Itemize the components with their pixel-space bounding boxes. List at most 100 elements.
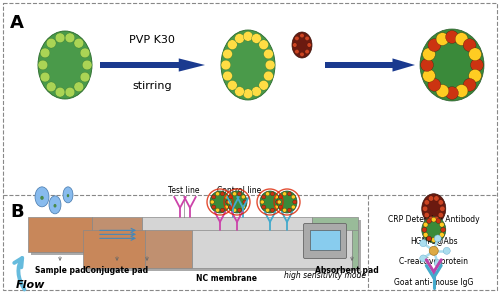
Ellipse shape [270, 192, 274, 196]
Ellipse shape [260, 191, 280, 213]
Ellipse shape [434, 216, 439, 222]
Ellipse shape [55, 33, 65, 43]
Ellipse shape [224, 205, 228, 209]
Text: B: B [10, 203, 24, 221]
Ellipse shape [212, 195, 216, 199]
Ellipse shape [438, 200, 444, 205]
FancyArrow shape [325, 58, 415, 71]
Ellipse shape [292, 205, 296, 209]
Ellipse shape [420, 29, 484, 101]
Ellipse shape [242, 205, 246, 209]
Ellipse shape [432, 217, 436, 222]
Ellipse shape [82, 60, 92, 70]
Ellipse shape [434, 196, 439, 201]
Ellipse shape [438, 212, 444, 218]
Ellipse shape [232, 208, 236, 212]
Text: NC membrane: NC membrane [196, 274, 258, 283]
Bar [28, 217, 92, 252]
Ellipse shape [238, 192, 242, 196]
Ellipse shape [276, 200, 280, 204]
Ellipse shape [238, 208, 242, 212]
Ellipse shape [35, 187, 49, 207]
Ellipse shape [65, 33, 75, 43]
Ellipse shape [292, 43, 297, 47]
Bar [145, 230, 192, 268]
Ellipse shape [422, 48, 436, 61]
Ellipse shape [274, 195, 278, 199]
Ellipse shape [434, 235, 442, 242]
Ellipse shape [446, 30, 458, 43]
Ellipse shape [422, 217, 446, 243]
Ellipse shape [264, 49, 274, 59]
Ellipse shape [63, 187, 73, 203]
Ellipse shape [424, 212, 430, 218]
Ellipse shape [270, 208, 274, 212]
Ellipse shape [228, 205, 232, 209]
Ellipse shape [277, 191, 297, 213]
Ellipse shape [463, 79, 476, 91]
Text: CRP Detection Antibody: CRP Detection Antibody [388, 215, 480, 224]
Ellipse shape [288, 192, 292, 196]
Ellipse shape [305, 50, 310, 54]
Ellipse shape [46, 82, 56, 92]
Ellipse shape [67, 194, 69, 197]
Ellipse shape [278, 205, 282, 209]
Text: Control line: Control line [217, 186, 261, 195]
Ellipse shape [274, 205, 278, 209]
Ellipse shape [228, 195, 232, 199]
Ellipse shape [428, 39, 441, 52]
Ellipse shape [228, 40, 237, 50]
FancyBboxPatch shape [304, 224, 346, 258]
Bar [92, 217, 142, 252]
Ellipse shape [470, 59, 484, 71]
Ellipse shape [222, 49, 232, 59]
Ellipse shape [293, 200, 297, 204]
Bar [192, 230, 352, 268]
Bar [312, 217, 358, 252]
Ellipse shape [436, 219, 441, 223]
Ellipse shape [46, 38, 56, 48]
Bar [83, 230, 145, 268]
Ellipse shape [266, 60, 275, 70]
Ellipse shape [266, 192, 270, 196]
Ellipse shape [224, 195, 228, 199]
Ellipse shape [424, 200, 430, 205]
Ellipse shape [210, 191, 230, 213]
Ellipse shape [420, 240, 426, 247]
Ellipse shape [455, 33, 468, 45]
FancyArrowPatch shape [14, 258, 24, 289]
Ellipse shape [440, 227, 446, 232]
Ellipse shape [444, 247, 450, 254]
Bar [31, 220, 361, 255]
Text: C-reactive protein: C-reactive protein [399, 257, 468, 266]
Bar [86, 233, 361, 271]
Ellipse shape [278, 195, 282, 199]
Ellipse shape [292, 32, 312, 58]
Ellipse shape [426, 236, 432, 241]
Ellipse shape [440, 232, 444, 237]
Ellipse shape [422, 227, 427, 232]
Text: Flow: Flow [16, 280, 46, 290]
Ellipse shape [252, 87, 262, 96]
Ellipse shape [221, 30, 275, 100]
Ellipse shape [40, 48, 50, 58]
Ellipse shape [434, 260, 442, 267]
Bar [352, 230, 358, 268]
Text: PVP K30: PVP K30 [129, 35, 175, 45]
Ellipse shape [422, 69, 436, 82]
Ellipse shape [455, 85, 468, 97]
Ellipse shape [74, 38, 84, 48]
Ellipse shape [294, 50, 299, 54]
Ellipse shape [423, 232, 428, 237]
Ellipse shape [463, 39, 476, 52]
Ellipse shape [288, 208, 292, 212]
Ellipse shape [282, 208, 286, 212]
Ellipse shape [80, 48, 90, 58]
Ellipse shape [307, 43, 312, 47]
Ellipse shape [468, 48, 481, 61]
Ellipse shape [266, 208, 270, 212]
Ellipse shape [80, 72, 90, 82]
Ellipse shape [74, 82, 84, 92]
Text: Conjugate pad: Conjugate pad [86, 266, 148, 275]
Ellipse shape [40, 196, 44, 200]
